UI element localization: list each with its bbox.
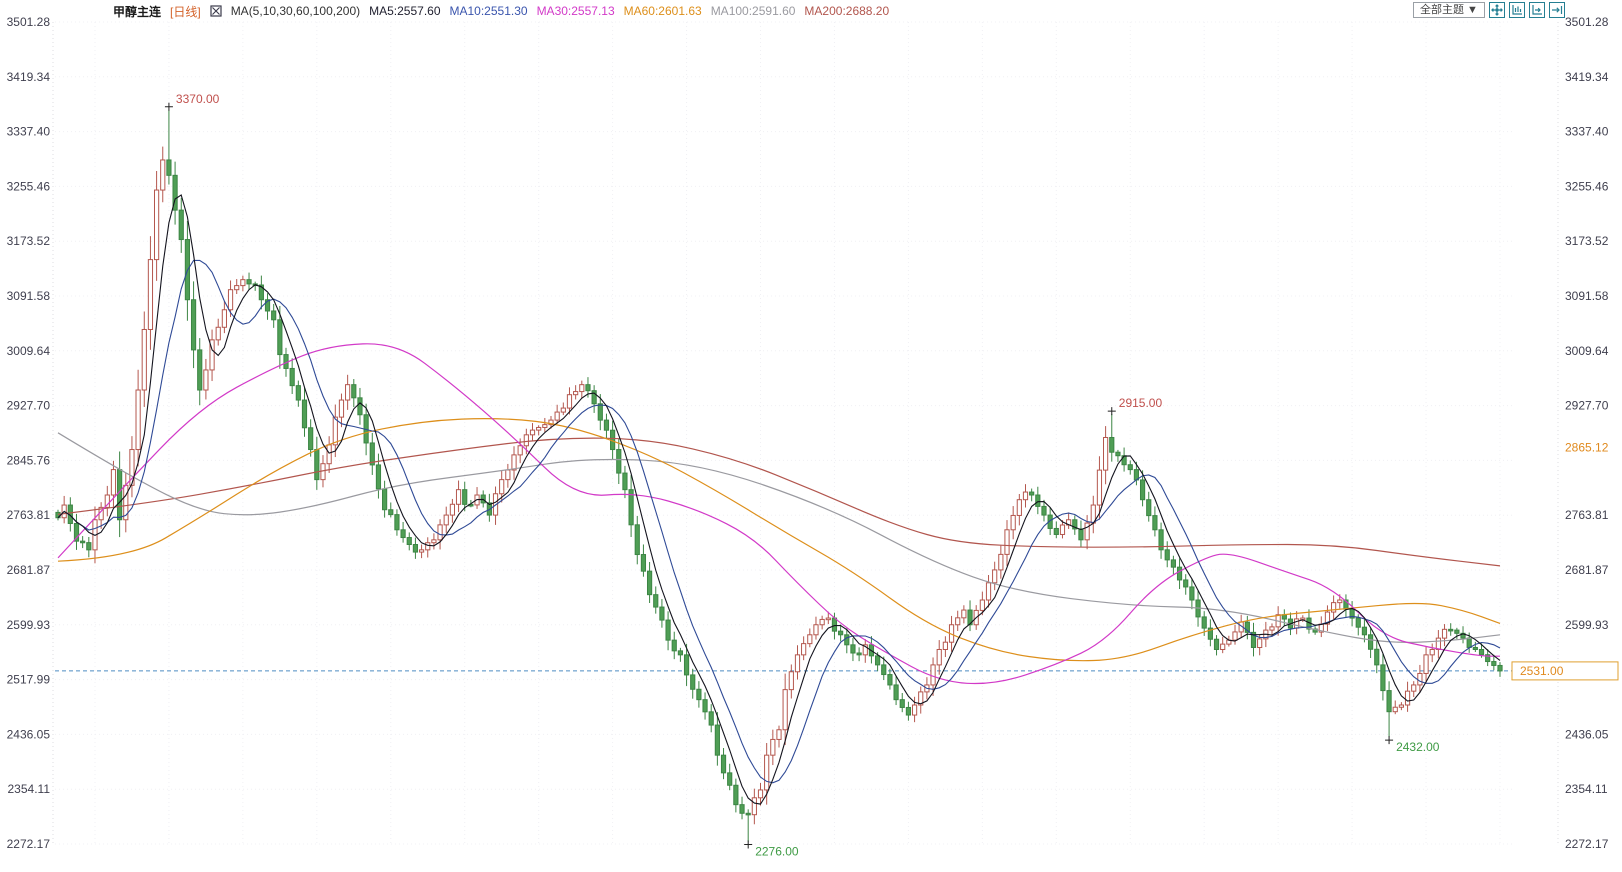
annotations-layer: 3370.00 2276.00 2915.00 2432.00 bbox=[164, 92, 1440, 858]
left-axis-tick: 3337.40 bbox=[7, 125, 51, 139]
price-annotation: 2276.00 bbox=[755, 844, 799, 858]
theme-dropdown-button[interactable]: 全部主题 ▼ bbox=[1413, 2, 1485, 18]
current-price-badge bbox=[1511, 661, 1619, 681]
left-axis-tick: 3173.52 bbox=[7, 234, 51, 248]
left-axis-tick: 3419.34 bbox=[7, 70, 51, 84]
right-axis-tick: 2354.11 bbox=[1565, 782, 1608, 796]
axis-labels-layer: 3501.28 3419.34 3337.40 3255.46 3173.52 3091.… bbox=[7, 15, 1619, 851]
left-axis-tick: 2599.93 bbox=[7, 618, 51, 632]
ma-value-label: MA10:2551.30 bbox=[449, 4, 528, 18]
toolbar: 全部主题 ▼ bbox=[1413, 2, 1565, 18]
current-price-label: 2531.00 bbox=[1520, 664, 1564, 678]
right-axis-tick: 3009.64 bbox=[1565, 344, 1609, 358]
ma-value-label: MA60:2601.63 bbox=[623, 4, 702, 18]
left-axis-tick: 2517.99 bbox=[7, 673, 51, 687]
ma-value-label: MA30:2557.13 bbox=[536, 4, 615, 18]
ma-value-label: MA200:2688.20 bbox=[804, 4, 890, 18]
right-axis-tick: 2681.87 bbox=[1565, 563, 1609, 577]
ma-value-label: MA100:2591.60 bbox=[710, 4, 796, 18]
left-axis-tick: 3501.28 bbox=[7, 15, 51, 29]
ma-settings-icon[interactable] bbox=[210, 5, 222, 17]
ma-value-label: MA5:2557.60 bbox=[369, 4, 441, 18]
left-axis-tick: 2436.05 bbox=[7, 727, 51, 741]
right-axis-tick: 2599.93 bbox=[1565, 618, 1609, 632]
right-axis-tick: 2763.81 bbox=[1565, 508, 1609, 522]
price-annotation: 2915.00 bbox=[1119, 396, 1163, 410]
right-axis-tick: 2272.17 bbox=[1565, 837, 1609, 851]
price-annotation: 3370.00 bbox=[176, 92, 220, 106]
right-axis-tick: 3091.58 bbox=[1565, 289, 1609, 303]
right-axis-tick: 3501.28 bbox=[1565, 15, 1609, 29]
ma-values: MA5:2557.60 MA10:2551.30 MA30:2557.13 MA60:… bbox=[369, 4, 889, 18]
axis-scale-icon[interactable] bbox=[1508, 2, 1525, 18]
ma-lines-layer bbox=[57, 194, 1501, 805]
left-axis-tick: 3255.46 bbox=[7, 179, 51, 193]
left-axis-tick: 2927.70 bbox=[7, 399, 51, 413]
right-axis-tick: 3255.46 bbox=[1565, 179, 1609, 193]
grid-layer bbox=[52, 21, 1559, 845]
move-crosshair-icon[interactable] bbox=[1488, 2, 1505, 18]
right-axis-tick: 3419.34 bbox=[1565, 70, 1609, 84]
right-axis-tick: 3173.52 bbox=[1565, 234, 1609, 248]
period-tag[interactable]: [日线] bbox=[170, 4, 201, 19]
symbol-name: 甲醇主连 bbox=[113, 4, 162, 19]
ma-group-label[interactable]: MA(5,10,30,60,100,200) bbox=[230, 4, 361, 18]
settlement-price-label: 2865.12 bbox=[1565, 440, 1609, 454]
chart-header: 甲醇主连 [日线] MA(5,10,30,60,100,200) MA5:255… bbox=[113, 2, 889, 20]
left-axis-tick: 3091.58 bbox=[7, 289, 51, 303]
axis-pan-icon[interactable] bbox=[1528, 2, 1545, 18]
left-axis-tick: 2354.11 bbox=[8, 782, 51, 796]
left-axis-tick: 2763.81 bbox=[7, 508, 51, 522]
right-axis-tick: 2436.05 bbox=[1565, 727, 1609, 741]
left-axis-tick: 3009.64 bbox=[7, 344, 51, 358]
left-axis-tick: 2845.76 bbox=[7, 453, 51, 467]
right-axis-tick: 3337.40 bbox=[1565, 125, 1609, 139]
jump-latest-icon[interactable] bbox=[1548, 2, 1565, 18]
left-axis-tick: 2681.87 bbox=[7, 563, 51, 577]
right-axis-tick: 2927.70 bbox=[1565, 399, 1609, 413]
candles-layer bbox=[55, 109, 1503, 842]
left-axis-tick: 2272.17 bbox=[7, 837, 51, 851]
price-annotation: 2432.00 bbox=[1396, 740, 1440, 754]
